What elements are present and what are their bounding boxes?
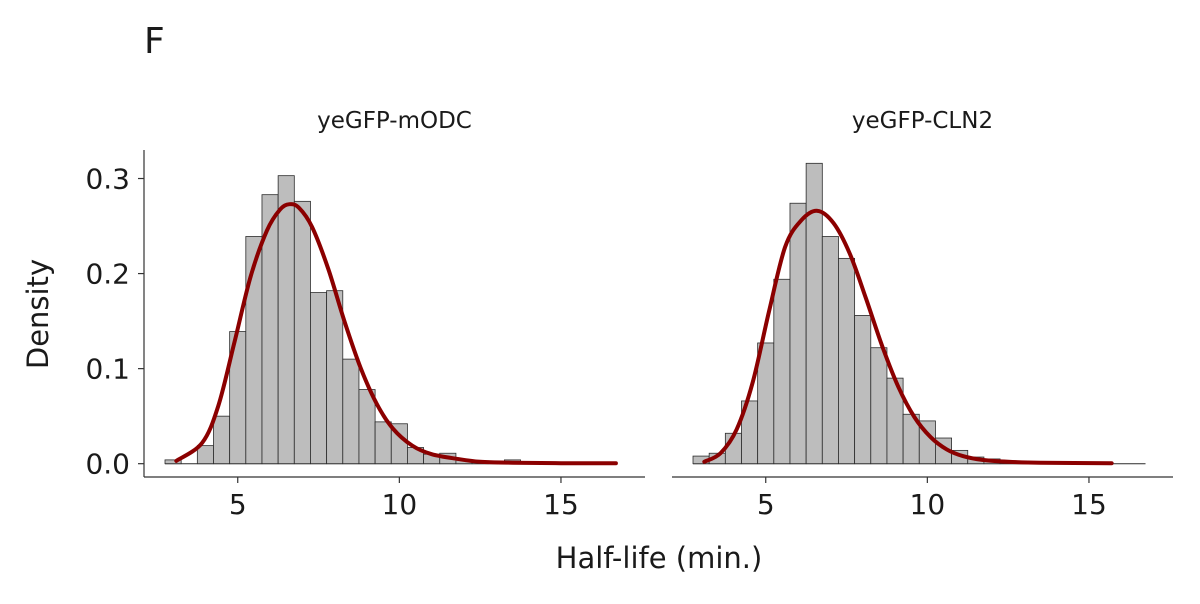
histogram-bar [773, 278, 791, 465]
x-axis-label: Half-life (min.) [556, 541, 763, 575]
panel-label: F [144, 21, 165, 62]
histogram-bar [838, 257, 856, 465]
histogram-bar [757, 342, 775, 465]
histogram-bar [310, 292, 328, 465]
histogram-bar [870, 347, 888, 465]
histogram-bar [213, 415, 231, 465]
x-tick-label: 5 [229, 488, 247, 521]
y-tick-label: 0.1 [85, 353, 130, 386]
x-tick-label: 10 [382, 488, 418, 521]
histogram-bar [164, 459, 182, 465]
histogram-bar [358, 389, 376, 465]
y-tick-label: 0.2 [85, 258, 130, 291]
histogram-bar [821, 236, 839, 465]
x-tick-label: 5 [757, 488, 775, 521]
histogram-bar [196, 445, 214, 465]
histogram-bar [342, 358, 360, 465]
density-curve [174, 202, 618, 466]
histogram-bar [326, 290, 344, 465]
histogram-bar [789, 202, 807, 465]
histogram-bar [277, 175, 295, 465]
x-tick-label: 10 [910, 488, 946, 521]
panel-title: yeGFP-mODC [317, 108, 472, 134]
histogram-bar [805, 162, 823, 465]
histogram-bar [374, 421, 392, 465]
histogram-bar [854, 315, 872, 465]
histogram-bar [293, 200, 311, 465]
panel-title: yeGFP-CLN2 [852, 108, 993, 134]
y-tick-label: 0.0 [85, 448, 130, 481]
x-tick-label: 15 [1071, 488, 1107, 521]
y-tick-label: 0.3 [85, 163, 130, 196]
y-axis-label: Density [21, 259, 55, 369]
x-tick-label: 15 [543, 488, 579, 521]
density-curve [702, 208, 1114, 466]
